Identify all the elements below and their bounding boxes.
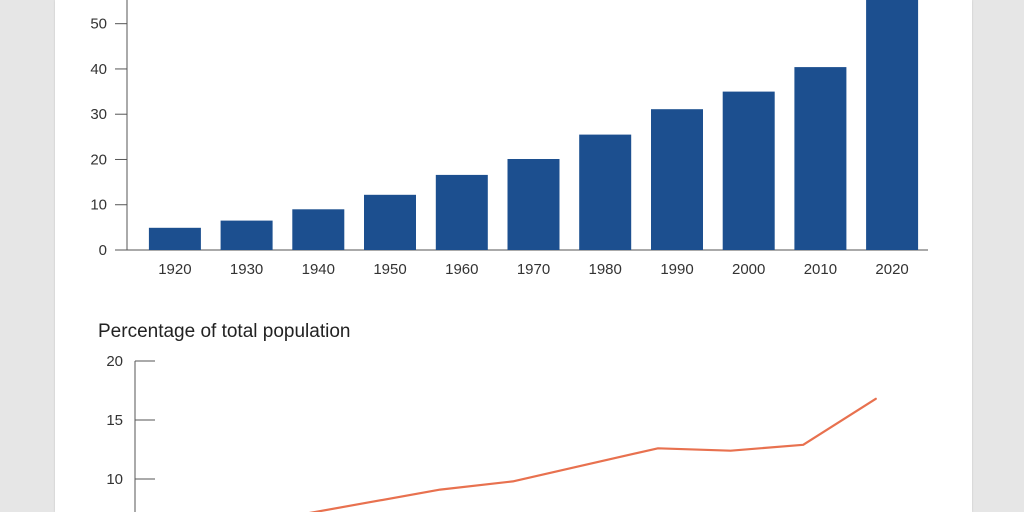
bar-1940 — [292, 209, 345, 250]
line-chart: Percentage of total population 10 15 20 — [98, 321, 877, 512]
bar-1980 — [579, 134, 632, 250]
bar-1950 — [364, 194, 416, 250]
line-chart-title: Percentage of total population — [98, 321, 350, 342]
line-chart-series — [308, 397, 877, 512]
bar-chart-x-label: 1990 — [660, 261, 693, 278]
bar-chart-x-label: 1970 — [517, 261, 550, 278]
bar-chart-x-label: 1930 — [230, 261, 263, 278]
line-chart-y-tick-label: 10 — [106, 471, 123, 488]
chart-page: 0 10 20 30 40 50 1920 1930 1940 1950 1960 1970 1980… — [55, 0, 972, 512]
bar-2000 — [722, 91, 775, 250]
bar-chart-x-label: 1940 — [302, 261, 335, 278]
bar-1930 — [220, 220, 273, 250]
bar-2020 — [866, 0, 919, 250]
bar-chart-x-label: 2010 — [804, 261, 837, 278]
bar-chart-y-tick-label: 30 — [90, 106, 107, 123]
line-chart-y-tick-label: 20 — [106, 353, 123, 370]
bar-1960 — [435, 174, 488, 250]
bar-1990 — [651, 109, 703, 250]
bar-chart-x-label: 2000 — [732, 261, 765, 278]
bar-2010 — [794, 67, 847, 250]
line-chart-y-tick-label: 15 — [106, 412, 123, 429]
bar-chart-y-tick-label: 40 — [90, 61, 107, 78]
bar-chart-x-label: 1960 — [445, 261, 478, 278]
bar-1920 — [148, 227, 201, 250]
bar-chart-y-tick-label: 50 — [90, 16, 107, 33]
bar-chart-x-label: 1980 — [589, 261, 622, 278]
bar-chart-x-label: 1950 — [373, 261, 406, 278]
bar-chart-y-tick-label: 0 — [99, 242, 107, 259]
bar-1970 — [507, 159, 560, 250]
line-chart-y-ticks: 10 15 20 — [106, 353, 155, 488]
bar-chart: 0 10 20 30 40 50 1920 1930 1940 1950 1960 1970 1980… — [90, 0, 928, 278]
bar-chart-y-tick-label: 20 — [90, 151, 107, 168]
bar-chart-x-labels: 1920 1930 1940 1950 1960 1970 1980 1990 2000 2010… — [158, 261, 909, 278]
bar-chart-bars — [148, 0, 919, 250]
chart-canvas: 0 10 20 30 40 50 1920 1930 1940 1950 1960 1970 1980… — [90, 0, 928, 512]
bar-chart-y-tick-label: 10 — [90, 197, 107, 214]
bar-chart-x-label: 1920 — [158, 261, 191, 278]
bar-chart-x-label: 2020 — [875, 261, 908, 278]
bar-chart-y-ticks: 0 10 20 30 40 50 — [90, 16, 127, 259]
